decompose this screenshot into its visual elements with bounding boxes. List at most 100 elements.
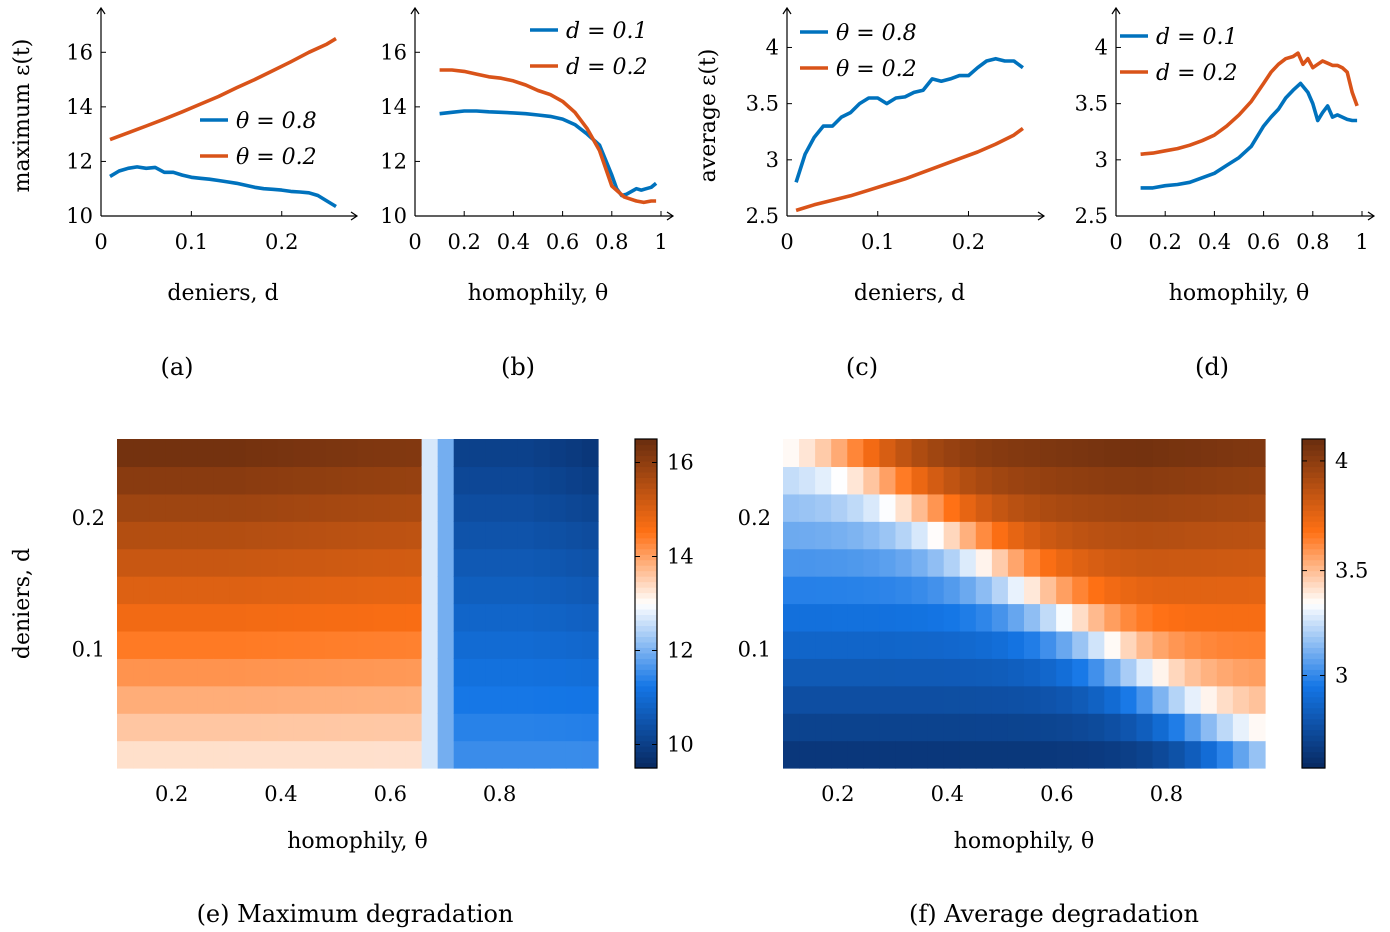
colorbar-segment	[635, 603, 657, 610]
heatmap-cell	[1136, 576, 1154, 605]
x-tick-label: 1	[1355, 230, 1368, 254]
heatmap-cell	[927, 630, 945, 659]
heatmap-cell	[1104, 576, 1121, 605]
heatmap-cell	[133, 548, 150, 577]
heatmap-cell	[405, 658, 423, 687]
heatmap-cell	[831, 493, 848, 522]
heatmap-cell	[847, 521, 864, 550]
heatmap-cell	[1024, 630, 1041, 659]
y-tick-label: 3	[766, 148, 779, 172]
heatmap-cell	[197, 603, 214, 632]
heatmap-cell	[373, 493, 391, 522]
heatmap-cell	[261, 603, 278, 632]
heatmap-cell	[213, 439, 230, 468]
heatmap-cell	[799, 713, 816, 742]
heatmap-cell	[149, 630, 166, 659]
heatmap-cell	[133, 466, 150, 495]
heatmap-cell	[895, 740, 913, 769]
x-axis-arrow	[666, 211, 675, 221]
x-axis-label: deniers, d	[854, 281, 965, 306]
heatmap-cell	[879, 521, 897, 550]
heatmap-cell	[975, 439, 993, 468]
heatmap-cell	[149, 521, 166, 550]
heatmap-cell	[341, 658, 359, 687]
heatmap-cell	[549, 521, 567, 550]
heatmap-cell	[1216, 603, 1234, 632]
heatmap-cell	[117, 685, 134, 714]
heatmap-cell	[325, 576, 343, 605]
colorbar-segment	[635, 570, 657, 577]
heatmap-cell	[975, 603, 993, 632]
heatmap-cell	[1248, 439, 1266, 468]
heatmap-cell	[549, 603, 567, 632]
x-tick-label: 0.4	[931, 782, 964, 806]
heatmap-cell	[879, 576, 897, 605]
heatmap-cell	[1024, 521, 1041, 550]
colorbar-segment	[635, 466, 657, 473]
heatmap-cell	[357, 521, 375, 550]
heatmap-cell	[1200, 466, 1218, 495]
panel-caption: (b)	[501, 353, 535, 381]
heatmap-cell	[1152, 576, 1170, 605]
heatmap-cell	[389, 685, 407, 714]
heatmap-cell	[117, 576, 134, 605]
colorbar-segment	[1302, 570, 1325, 577]
heatmap-cell	[293, 630, 310, 659]
heatmap-cell	[943, 740, 961, 769]
heatmap-cell	[533, 466, 551, 495]
heatmap-cell	[117, 630, 134, 659]
heatmap-cell	[959, 521, 977, 550]
y-tick-label: 2.5	[746, 204, 779, 228]
heatmap-cell	[389, 521, 407, 550]
colorbar-segment	[1302, 630, 1325, 637]
heatmap-cell	[437, 658, 455, 687]
heatmap-cell	[389, 466, 407, 495]
colorbar-segment	[635, 592, 657, 599]
heatmap-cell	[1248, 740, 1266, 769]
heatmap-cell	[1024, 740, 1041, 769]
heatmap-cell	[261, 740, 278, 769]
colorbar-segment	[635, 619, 657, 627]
heatmap-cell	[1152, 466, 1170, 495]
heatmap-cell	[373, 439, 391, 468]
heatmap-cell	[453, 576, 471, 605]
heatmap-cell	[927, 439, 945, 468]
heatmap-cell	[991, 576, 1009, 605]
heatmap-cell	[1184, 466, 1202, 495]
heatmap-cell	[975, 548, 993, 577]
colorbar-segment	[635, 581, 657, 588]
heatmap-cell	[517, 658, 535, 687]
heatmap-cell	[1248, 521, 1266, 550]
colorbar-segment	[1302, 559, 1325, 566]
heatmap-cell	[863, 603, 880, 632]
heatmap-cell	[357, 603, 375, 632]
x-tick-label: 0.8	[1296, 230, 1329, 254]
heatmap-cell	[501, 603, 519, 632]
legend-label: θ = 0.2	[836, 57, 917, 82]
heatmap-cell	[517, 603, 535, 632]
heatmap-cell	[879, 685, 897, 714]
heatmap-cell	[261, 493, 278, 522]
heatmap-cell	[1007, 439, 1025, 468]
colorbar-segment	[635, 543, 657, 550]
legend-label: d = 0.1	[1156, 25, 1238, 50]
heatmap-cell	[293, 603, 310, 632]
heatmap-cell	[453, 740, 471, 769]
heatmap-cell	[405, 740, 423, 769]
heatmap-cell	[341, 466, 359, 495]
heatmap-cell	[181, 548, 198, 577]
heatmap-cell	[213, 548, 230, 577]
heatmap-cell	[213, 658, 230, 687]
heatmap-cell	[1248, 713, 1266, 742]
heatmap-cell	[261, 713, 278, 742]
heatmap-cell	[405, 576, 423, 605]
colorbar-segment	[1302, 565, 1325, 572]
heatmap-cell	[533, 576, 551, 605]
heatmap-cell	[1072, 603, 1089, 632]
heatmap-cell	[245, 603, 262, 632]
heatmap-cell	[517, 713, 535, 742]
colorbar-segment	[1302, 724, 1325, 731]
colorbar-segment	[1302, 471, 1325, 478]
heatmap-cell	[879, 630, 897, 659]
heatmap-cell	[1056, 658, 1073, 687]
